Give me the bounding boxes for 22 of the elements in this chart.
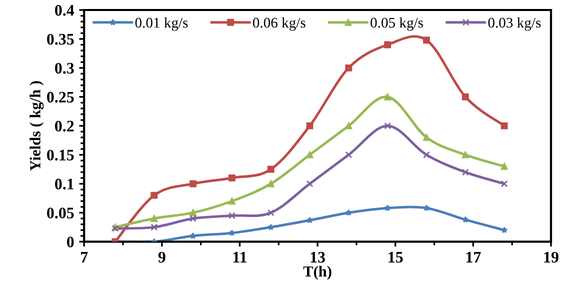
y-tick-label: 0 <box>67 236 74 248</box>
x-axis-title: T(h) <box>303 266 332 280</box>
legend-label: 0.01 kg/s <box>135 17 188 31</box>
legend-label: 0.03 kg/s <box>488 17 541 31</box>
y-axis-title: Yields ( kg/h ) <box>30 81 44 171</box>
y-tick-label: 0.35 <box>47 34 74 45</box>
x-tick-label: 11 <box>233 252 246 262</box>
x-tick-label: 13 <box>310 252 325 263</box>
legend-label: 0.06 kg/s <box>252 17 306 31</box>
x-tick-label: 17 <box>466 252 481 262</box>
y-tick-label: 0.4 <box>55 4 74 16</box>
y-tick-label: 0.15 <box>47 150 74 161</box>
legend-label: 0.05 kg/s <box>370 17 423 31</box>
x-tick-label: 7 <box>81 252 88 262</box>
x-tick-label: 9 <box>158 252 166 263</box>
y-tick-label: 0.2 <box>55 120 74 132</box>
x-tick-label: 15 <box>388 252 403 263</box>
y-tick-label: 0.3 <box>55 62 74 74</box>
y-tick-label: 0.25 <box>47 92 74 103</box>
y-tick-label: 0.1 <box>55 178 74 190</box>
x-tick-label: 19 <box>544 252 558 263</box>
y-tick-label: 0.05 <box>47 208 74 218</box>
